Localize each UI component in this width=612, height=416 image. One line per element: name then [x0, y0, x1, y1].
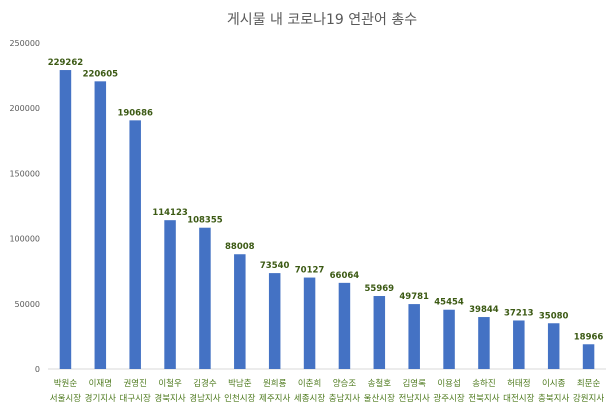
- x-category-name: 송하진: [472, 378, 495, 389]
- x-category-name: 이시종: [542, 378, 566, 389]
- data-label: 190686: [117, 108, 153, 118]
- x-category-name: 양승조: [333, 378, 357, 389]
- bar: [303, 277, 316, 369]
- x-category-region: 충북지사: [538, 394, 569, 404]
- x-category-name: 김영록: [402, 378, 426, 389]
- data-label: 49781: [399, 292, 429, 302]
- x-category-name: 이재명: [89, 378, 112, 389]
- x-category-name: 허태정: [507, 378, 530, 389]
- data-label: 108355: [187, 216, 223, 226]
- bar: [199, 227, 211, 369]
- x-category-name: 송철호: [368, 378, 392, 389]
- x-category-region: 전남지사: [399, 393, 430, 404]
- y-tick-label: 250000: [9, 39, 40, 48]
- data-label: 220605: [83, 69, 119, 79]
- y-tick-label: 200000: [9, 104, 40, 113]
- x-category-region: 경기지사: [85, 393, 116, 404]
- x-category-name: 최문순: [577, 378, 601, 389]
- chart-title: 게시물 내 코로나19 연관어 총수: [227, 12, 417, 28]
- x-category-name: 권영진: [123, 378, 146, 389]
- x-category-region: 강원지사: [573, 393, 604, 404]
- y-tick-label: 150000: [9, 169, 40, 178]
- data-label: 37213: [504, 308, 534, 318]
- bar: [164, 220, 176, 369]
- bar: [408, 304, 420, 369]
- bar: [338, 282, 351, 369]
- x-category-region: 울산시장: [364, 393, 395, 404]
- x-category-region: 제주지사: [259, 394, 290, 404]
- data-label: 45454: [434, 298, 464, 308]
- x-category-name: 박남춘: [228, 378, 252, 389]
- x-category-name: 이춘희: [298, 378, 321, 389]
- bar: [443, 309, 455, 369]
- x-category-region: 전북지사: [468, 393, 499, 404]
- data-label: 66064: [330, 271, 360, 281]
- x-category-region: 광주시장: [433, 393, 464, 404]
- x-category-region: 서울시장: [50, 393, 81, 404]
- data-label: 35080: [539, 311, 569, 321]
- data-label: 73540: [260, 261, 290, 271]
- data-label: 114123: [152, 208, 188, 218]
- bar: [94, 81, 107, 369]
- bar: [478, 317, 490, 369]
- x-category-region: 경북지사: [154, 393, 185, 404]
- data-label: 55969: [365, 284, 395, 294]
- y-tick-label: 50000: [15, 300, 40, 309]
- x-category-region: 경남지사: [189, 393, 220, 404]
- bar: [582, 344, 595, 369]
- bar: [547, 323, 560, 369]
- x-category-name: 김경수: [193, 378, 217, 389]
- bar: [373, 296, 386, 369]
- bar: [268, 273, 281, 369]
- data-label: 88008: [225, 242, 255, 252]
- x-category-name: 이철우: [158, 378, 182, 389]
- data-label: 39844: [469, 305, 499, 315]
- x-category-region: 인천시장: [224, 393, 255, 404]
- bar: [129, 120, 141, 369]
- bar: [59, 70, 72, 369]
- x-category-region: 충남지사: [329, 394, 360, 404]
- x-category-name: 이용섭: [437, 378, 460, 389]
- bar: [234, 254, 246, 369]
- x-category-region: 세종시장: [294, 393, 325, 404]
- x-category-region: 대구시장: [120, 393, 151, 404]
- data-label: 18966: [574, 332, 604, 342]
- x-category-region: 대전시장: [503, 393, 534, 404]
- x-category-name: 원희룡: [263, 378, 287, 389]
- y-tick-label: 100000: [9, 235, 40, 244]
- data-label: 70127: [295, 266, 325, 276]
- data-label: 229262: [48, 58, 84, 68]
- bar: [513, 320, 525, 369]
- y-tick-label: 0: [35, 365, 40, 374]
- x-category-name: 박원순: [54, 378, 78, 389]
